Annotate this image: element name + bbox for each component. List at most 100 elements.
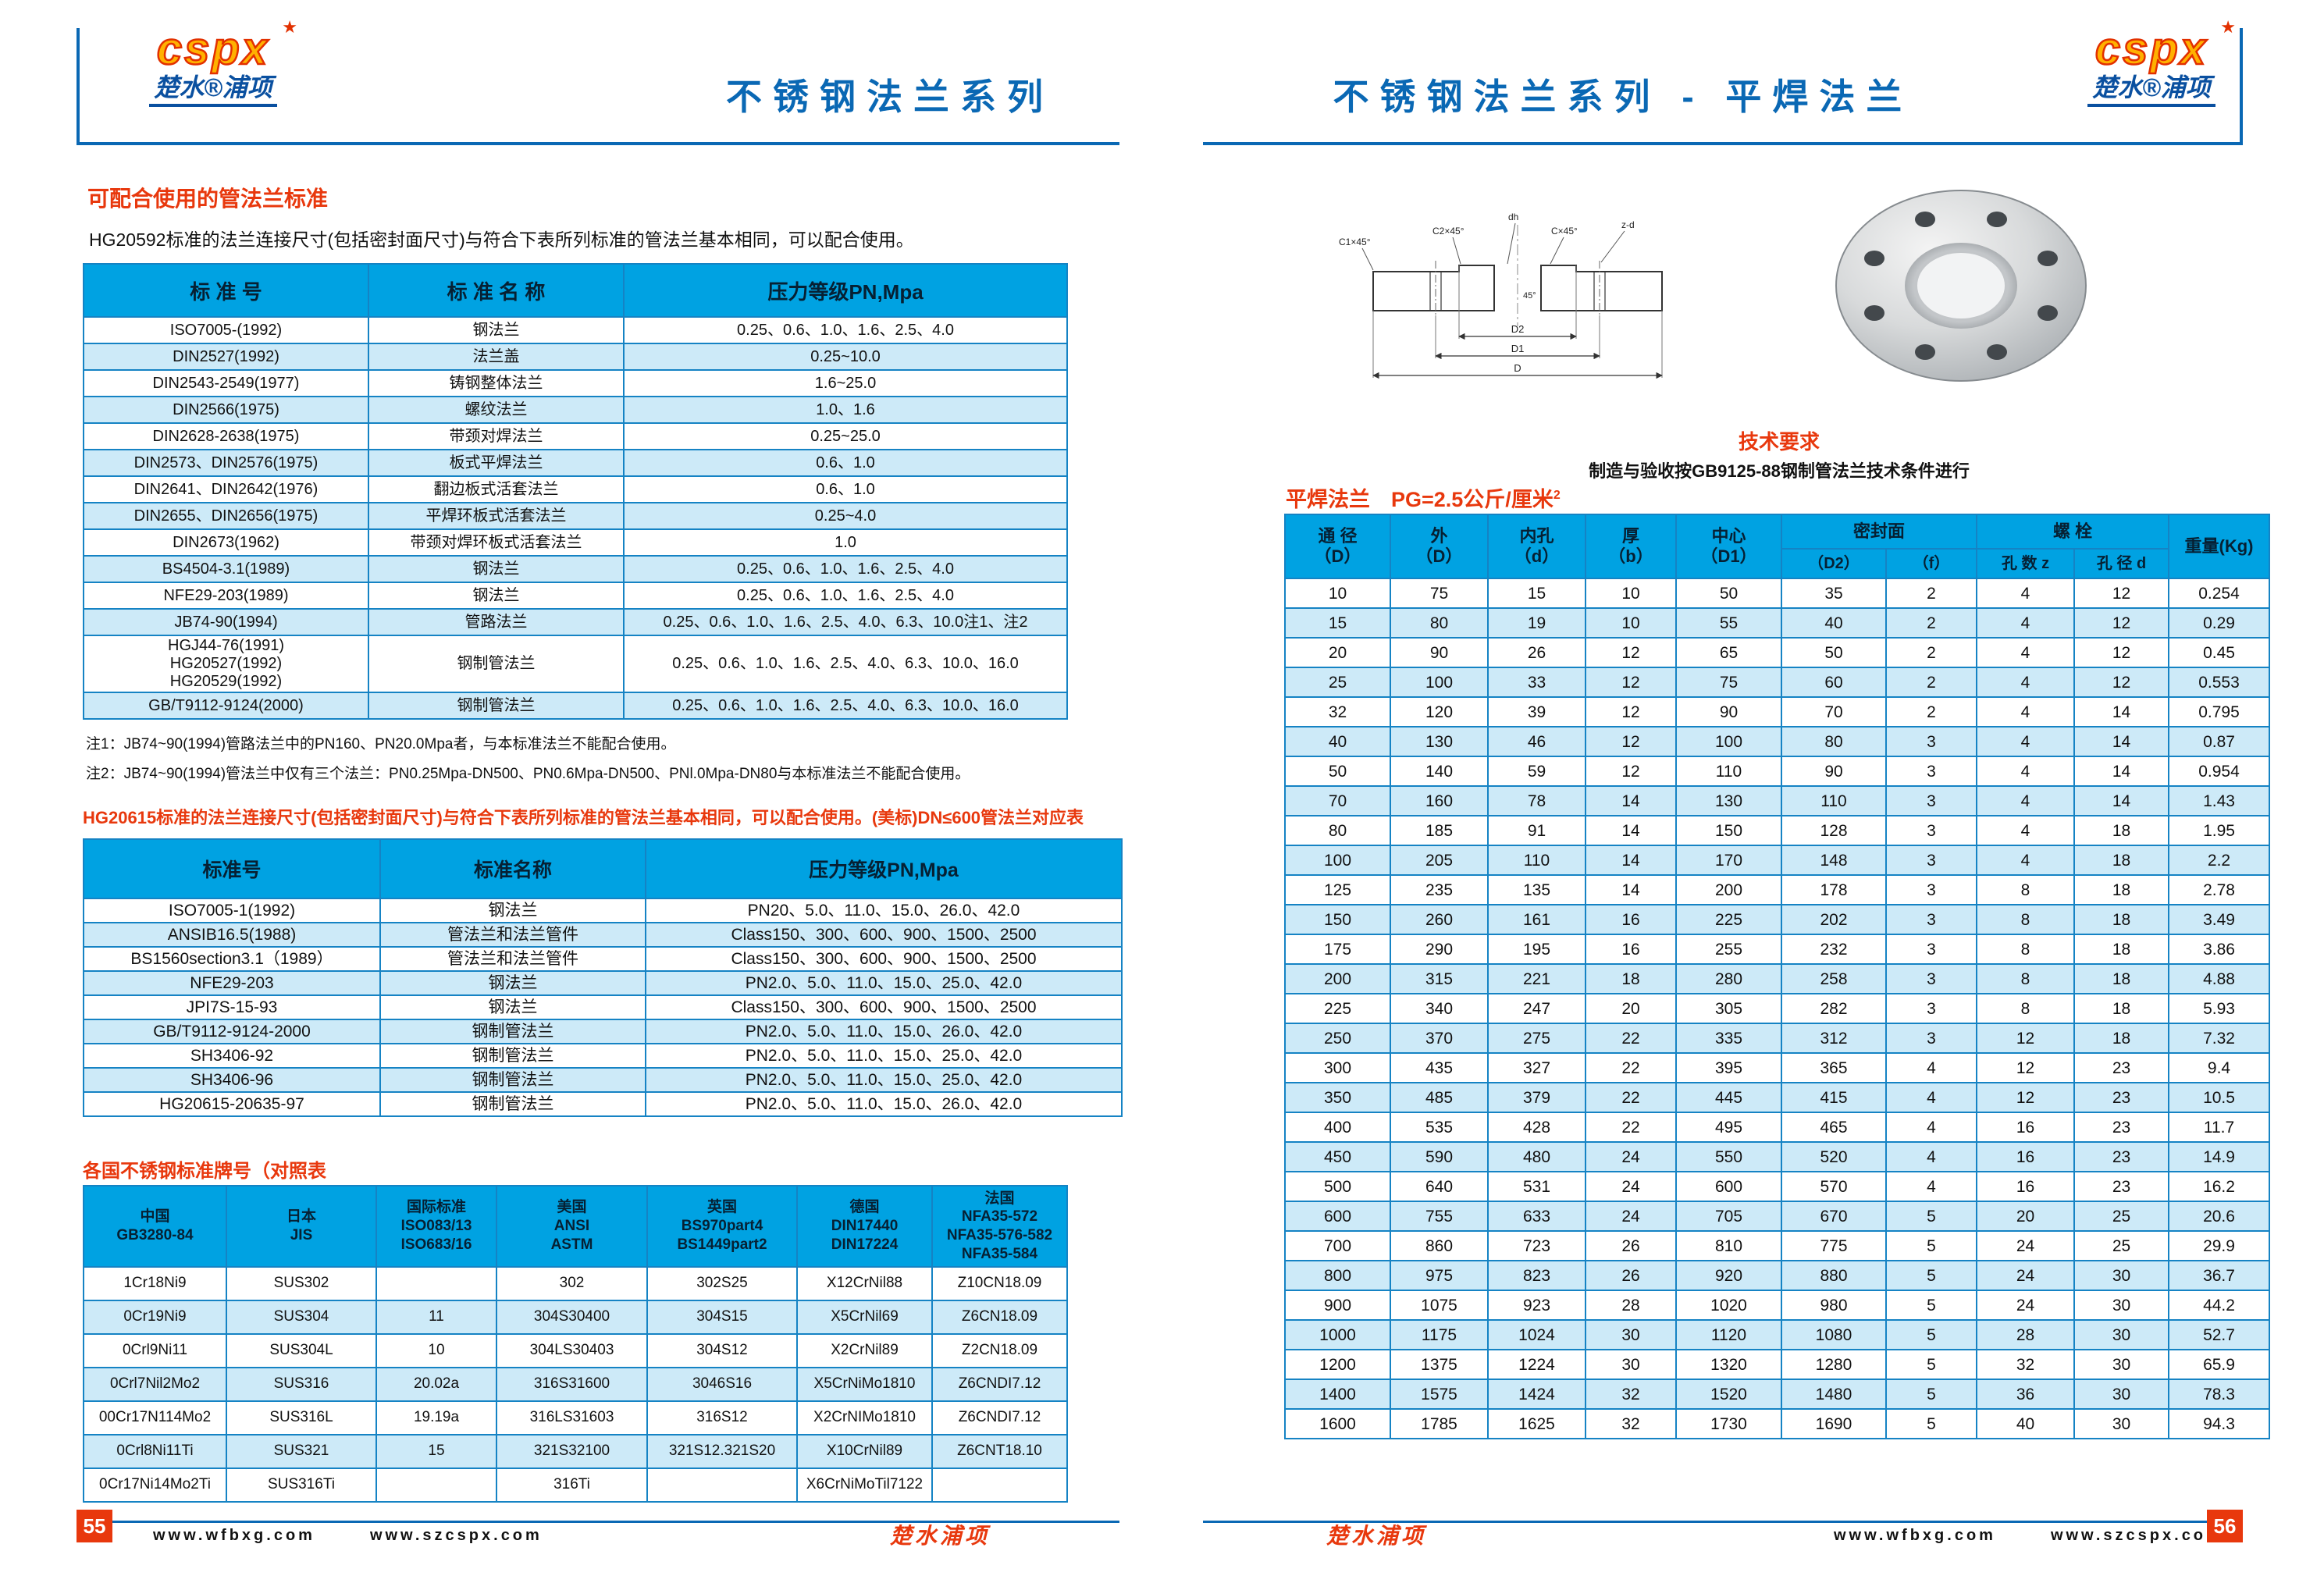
table-cell: 321S32100 — [496, 1434, 648, 1469]
table-cell: 30 — [2073, 1349, 2170, 1380]
col-header-iso: 国际标准 ISO083/13 ISO683/16 — [375, 1185, 497, 1268]
table-cell: 钢法兰 — [379, 970, 646, 996]
table-cell: 110 — [1781, 785, 1887, 816]
table-row: 350 485 379 22 445 415 4 12 23 10.5 — [1284, 1082, 2271, 1113]
logo-wordmark: cspx — [156, 23, 270, 74]
table-cell: SUS304 — [226, 1300, 377, 1335]
table-cell: PN2.0、5.0、11.0、15.0、26.0、42.0 — [645, 1091, 1123, 1117]
table-cell: 0.25、0.6、1.0、1.6、2.5、4.0、6.3、10.0、16.0 — [623, 635, 1068, 693]
table-cell: 3 — [1884, 993, 1978, 1024]
footer-urls: www.wfbxg.com www.szcspx.com — [1834, 1527, 2223, 1545]
table-cell: 5 — [1884, 1201, 1978, 1232]
table-cell: 1.6~25.0 — [623, 369, 1068, 397]
dim-label-dh: dh — [1508, 212, 1518, 222]
table-cell: 78.3 — [2168, 1379, 2271, 1410]
col-header-hole-count: 孔 数 z — [1976, 548, 2076, 579]
table-cell: 32 — [1585, 1408, 1677, 1439]
table-cell: 23 — [2073, 1052, 2170, 1083]
table-cell: 7.32 — [2168, 1023, 2271, 1054]
table-row: ISO7005-1(1992) 钢法兰 PN20、5.0、11.0、15.0、26.… — [83, 898, 1123, 923]
table-cell: 5 — [1884, 1290, 1978, 1321]
header-rule — [1203, 142, 2243, 145]
section-heading-hg20615: HG20615标准的法兰连接尺寸(包括密封面尺寸)与符合下表所列标准的管法兰基本… — [83, 808, 1084, 827]
logo-star-icon: ★ — [282, 17, 300, 37]
table-cell: HGJ44-76(1991) HG20527(1992) HG20529(199… — [83, 635, 369, 693]
table-cell: 880 — [1781, 1260, 1887, 1291]
table-cell: 16.2 — [2168, 1171, 2271, 1202]
table-cell: 0Crl8Ni11Ti — [83, 1434, 227, 1469]
table-cell: 1600 — [1284, 1408, 1391, 1439]
table-cell: 24 — [1585, 1171, 1677, 1202]
table-cell: 315 — [1390, 963, 1489, 994]
table-cell: 600 — [1675, 1171, 1782, 1202]
table-cell: 1175 — [1390, 1319, 1489, 1350]
col-header-japan: 日本 JIS — [226, 1185, 377, 1268]
table-cell: 25 — [2073, 1230, 2170, 1261]
table-cell: 16 — [1585, 934, 1677, 965]
table-cell: JPI7S-15-93 — [83, 994, 381, 1020]
stainless-grade-comparison-table: 中国 GB3280-84 日本 JIS 国际标准 ISO083/13 ISO68… — [83, 1185, 1068, 1503]
table-cell: 钢制管法兰 — [379, 1043, 646, 1069]
table-cell: Z6CNT18.10 — [931, 1434, 1068, 1469]
table-cell: 18 — [2073, 963, 2170, 994]
table-cell: 3.49 — [2168, 904, 2271, 935]
logo-star-icon: ★ — [2220, 17, 2238, 37]
table-cell: 280 — [1675, 963, 1782, 994]
table-cell: 1224 — [1487, 1349, 1586, 1380]
col-header-outer-dia: 外 （D） — [1390, 514, 1489, 579]
table-cell: 78 — [1487, 785, 1586, 816]
footer-url-wfbxg: www.wfbxg.com — [153, 1527, 315, 1544]
table-row: NFE29-203(1989) 钢法兰 0.25、0.6、1.0、1.6、2.5、4… — [83, 582, 1068, 610]
col-header-inner-bore: 内孔 （d） — [1487, 514, 1586, 579]
header-rule-vertical — [2240, 28, 2243, 145]
table-row: 0Crl9Ni11 SUS304L 10 304LS30403 304S12 X2CrNi… — [83, 1333, 1068, 1368]
table-cell: 4 — [1976, 578, 2076, 609]
table-cell: 202 — [1781, 904, 1887, 935]
table-cell: 1730 — [1675, 1408, 1782, 1439]
table-cell: 30 — [1585, 1319, 1677, 1350]
table-cell: DIN2628-2638(1975) — [83, 422, 369, 450]
footer-brand: 楚水浦项 — [890, 1524, 991, 1548]
table-row: 100 205 110 14 170 148 3 4 18 2.2 — [1284, 845, 2271, 876]
table-cell: 304S12 — [646, 1333, 798, 1368]
table-cell: 221 — [1487, 963, 1586, 994]
col-header-seal-f: （f） — [1884, 548, 1978, 579]
table-cell: SUS321 — [226, 1434, 377, 1469]
table-cell: 4 — [1884, 1112, 1978, 1143]
table-cell: 316S12 — [646, 1400, 798, 1435]
table-cell: 18 — [2073, 815, 2170, 846]
table-cell: 0.6、1.0 — [623, 475, 1068, 503]
table-cell: 550 — [1675, 1141, 1782, 1172]
table-row: 300 435 327 22 395 365 4 12 23 9.4 — [1284, 1052, 2271, 1083]
table-row: 10 75 15 10 50 35 2 4 12 0.254 — [1284, 578, 2271, 609]
table-cell: 1690 — [1781, 1408, 1887, 1439]
table-cell: 28 — [1585, 1290, 1677, 1321]
table-cell: 14 — [1585, 785, 1677, 816]
table-row: 250 370 275 22 335 312 3 12 18 7.32 — [1284, 1023, 2271, 1054]
table-cell: 135 — [1487, 874, 1586, 905]
table-cell: 0.25~25.0 — [623, 422, 1068, 450]
table-cell: 485 — [1390, 1082, 1489, 1113]
intro-text: HG20592标准的法兰连接尺寸(包括密封面尺寸)与符合下表所列标准的管法兰基本… — [89, 229, 914, 250]
table-cell: 3 — [1884, 845, 1978, 876]
table-cell: 管路法兰 — [368, 608, 625, 636]
table-cell: 495 — [1675, 1112, 1782, 1143]
table-cell: 1.95 — [2168, 815, 2271, 846]
table-cell: 24 — [1976, 1260, 2076, 1291]
footer-rule — [1203, 1521, 2243, 1523]
table-cell: 8 — [1976, 993, 2076, 1024]
table-cell: 10 — [1284, 578, 1391, 609]
table-cell: 12 — [2073, 607, 2170, 639]
page-55: cspx ★ 楚水®浦项 不锈钢法兰系列 可配合使用的管法兰标准 HG20592标… — [77, 17, 1123, 1548]
table-cell: 600 — [1284, 1201, 1391, 1232]
table-cell: 22 — [1585, 1082, 1677, 1113]
table-cell: 23 — [2073, 1171, 2170, 1202]
table-cell: 480 — [1487, 1141, 1586, 1172]
table-cell: 20 — [1585, 993, 1677, 1024]
table-cell: DIN2641、DIN2642(1976) — [83, 475, 369, 503]
table-cell: 20 — [1976, 1201, 2076, 1232]
col-header-sealing-face: 密封面 — [1780, 514, 1978, 550]
table-cell: 5 — [1884, 1379, 1978, 1410]
table-cell: 70 — [1781, 696, 1887, 728]
table-cell: 法兰盖 — [368, 343, 625, 371]
